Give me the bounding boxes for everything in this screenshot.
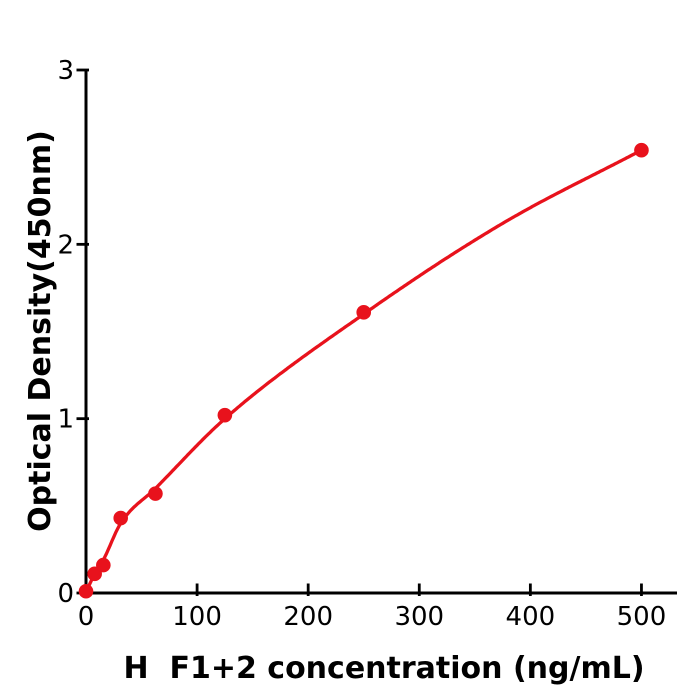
y-tick-label: 1: [57, 405, 74, 435]
data-point: [356, 305, 372, 320]
data-point: [148, 486, 163, 501]
x-tick-label: 100: [172, 602, 222, 632]
x-tick-label: 400: [506, 602, 556, 632]
fit-curve: [84, 148, 644, 594]
y-tick-label: 2: [57, 230, 74, 260]
axes: [84, 70, 677, 595]
x-axis-title: H F1+2 concentration (ng/mL): [123, 651, 644, 686]
x-tick-label: 0: [78, 602, 95, 632]
y-tick-label: 3: [57, 56, 74, 86]
data-point: [634, 142, 649, 158]
series: [78, 142, 649, 599]
data-point: [113, 510, 129, 526]
data-point: [96, 557, 111, 573]
data-point: [217, 407, 233, 423]
y-tick-labels: 0 1 2 3: [57, 56, 74, 609]
x-tick-labels: 0 100 200 300 400 500: [78, 602, 667, 632]
y-tick-label: 0: [57, 579, 74, 609]
data-point: [78, 583, 94, 599]
x-tick-label: 200: [283, 602, 333, 632]
x-tick-label: 300: [394, 602, 444, 632]
y-axis-title: Optical Density(450nm): [23, 130, 58, 532]
x-tick-label: 500: [617, 602, 667, 632]
